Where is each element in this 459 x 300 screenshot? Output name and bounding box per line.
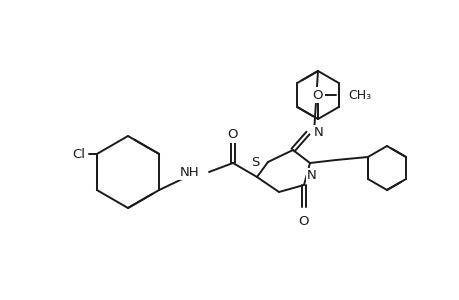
Text: N: N	[307, 169, 316, 182]
Text: O: O	[312, 88, 323, 101]
Text: N: N	[313, 127, 323, 140]
Text: NH: NH	[179, 166, 199, 178]
Text: O: O	[227, 128, 238, 142]
Text: CH₃: CH₃	[347, 88, 370, 101]
Text: O: O	[298, 215, 308, 228]
Text: Cl: Cl	[72, 148, 84, 160]
Text: S: S	[251, 155, 259, 169]
